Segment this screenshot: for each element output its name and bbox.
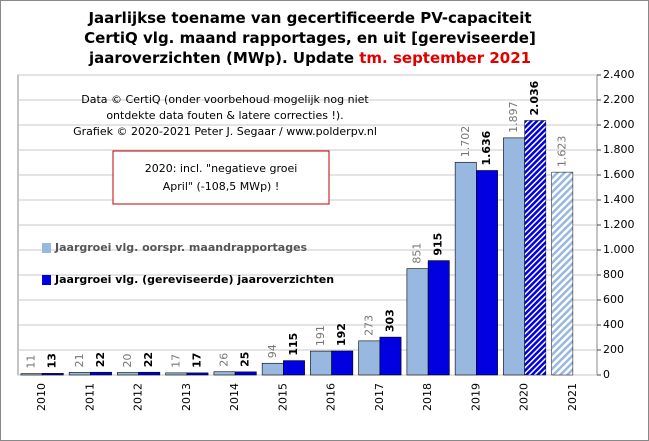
value-label: 25 [239,352,252,367]
x-tick-label: 2018 [421,383,434,411]
title-line: jaaroverzichten (MWp). Update tm. septem… [88,49,531,67]
y-tick-label: 600 [603,293,624,306]
value-label: 303 [383,309,396,332]
value-label: 17 [169,354,182,368]
y-tick-label: 800 [603,268,624,281]
value-label: 11 [25,355,38,369]
bar [406,268,429,376]
value-label: 94 [266,344,279,358]
bar [117,372,139,376]
title-line: Jaarlijkse toename van gecertificeerde P… [87,9,531,27]
value-label: 17 [190,353,203,368]
y-tick-label: 2.400 [603,68,635,81]
value-label: 115 [287,333,300,356]
y-tick-label: 1.000 [603,243,635,256]
x-tick-label: 2021 [566,383,579,411]
value-label: 20 [121,354,134,368]
bar [331,350,354,376]
bar [138,371,161,376]
note: April" (-108,5 MWp) ! [163,180,280,193]
value-label: 1.636 [480,130,493,165]
bar [358,340,381,376]
x-tick-label: 2019 [469,383,482,411]
value-label: 1.897 [507,101,520,133]
bar [524,120,547,376]
bar [90,371,112,376]
x-tick-label: 2012 [132,383,145,411]
bar [379,336,402,376]
title-highlight: tm. september 2021 [359,49,531,67]
y-tick-label: 200 [603,343,624,356]
value-label: 21 [73,353,86,367]
bar [165,372,188,376]
bar [234,371,257,376]
source-note: Data © CertiQ (onder voorbehoud mogelijk… [81,93,369,106]
value-label: 191 [314,325,327,346]
x-tick-label: 2015 [276,383,289,411]
bar [454,161,477,376]
legend-swatch [42,275,51,285]
bar [213,371,236,376]
value-label: 1.623 [555,136,568,168]
title-text: CertiQ vlg. maand rapportages, en uit [g… [84,29,536,47]
bar [68,372,91,376]
value-label: 22 [94,352,107,367]
value-label: 22 [142,352,155,367]
note-box [112,150,330,205]
value-label: 26 [218,353,231,367]
bar [283,360,305,376]
title-text: Jaarlijkse toename van gecertificeerde P… [87,9,531,27]
source-note: ontdekte data fouten & latere correcties… [106,109,343,122]
x-tick-label: 2013 [180,383,193,411]
x-tick-label: 2020 [518,383,531,411]
bar [310,350,332,376]
value-label: 1.702 [459,126,472,158]
value-label: 13 [46,353,59,368]
bar [186,372,209,376]
y-tick-label: 0 [603,368,610,381]
x-tick-label: 2014 [228,383,241,411]
bar [503,137,525,376]
bar [476,170,498,376]
bar [261,362,284,376]
source-note: Grafiek © 2020-2021 Peter J. Segaar / ww… [73,125,377,138]
legend-label: Jaargroei vlg. (gereviseerde) jaaroverzi… [54,273,334,286]
value-label: 2.036 [528,80,541,115]
x-tick-label: 2016 [325,383,338,411]
y-tick-label: 1.600 [603,168,635,181]
bar [427,260,450,376]
value-label: 851 [411,243,424,264]
x-tick-label: 2010 [35,383,48,411]
legend-swatch [42,243,51,253]
title-line: CertiQ vlg. maand rapportages, en uit [g… [84,29,536,47]
note: 2020: incl. "negatieve groei [145,162,298,175]
y-tick-label: 2.200 [603,93,635,106]
bar [41,373,64,376]
title-text: jaaroverzichten (MWp). Update [88,49,359,67]
bar [551,171,574,376]
legend-label: Jaargroei vlg. oorspr. maandrapportages [54,241,308,254]
value-label: 192 [335,323,348,346]
x-tick-label: 2017 [373,383,386,411]
value-label: 273 [362,315,375,336]
y-tick-label: 1.400 [603,193,635,206]
bar [20,373,43,376]
y-tick-label: 1.800 [603,143,635,156]
value-label: 915 [432,233,445,256]
y-tick-label: 2.000 [603,118,635,131]
y-tick-label: 1.200 [603,218,635,231]
x-tick-label: 2011 [83,383,96,411]
y-tick-label: 400 [603,318,624,331]
